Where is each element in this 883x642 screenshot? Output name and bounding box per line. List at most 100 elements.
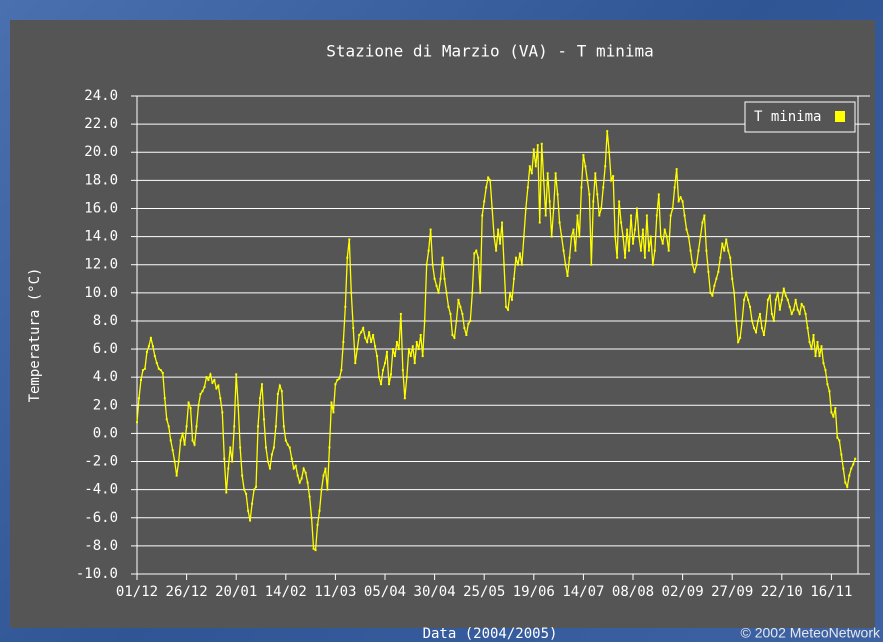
data-point [264, 446, 267, 449]
y-axis-label: Temperatura (°C) [27, 268, 43, 403]
data-point [780, 298, 783, 301]
data-point [233, 425, 236, 428]
y-tick-label: -10.0 [76, 566, 118, 582]
data-point [143, 367, 146, 370]
data-point [830, 411, 833, 414]
data-point [701, 221, 704, 224]
data-point [592, 200, 595, 203]
data-point [300, 477, 303, 480]
data-point [840, 453, 843, 456]
data-point [290, 457, 293, 460]
data-point [616, 256, 619, 259]
data-point [693, 270, 696, 273]
data-point [689, 249, 692, 252]
data-point [209, 373, 212, 376]
data-point [366, 341, 369, 344]
data-point [842, 467, 845, 470]
data-point [415, 341, 418, 344]
data-point [816, 341, 819, 344]
data-point [399, 312, 402, 315]
data-point [699, 235, 702, 238]
data-point [328, 446, 331, 449]
data-point [796, 308, 799, 311]
data-point [471, 291, 474, 294]
data-point [633, 228, 636, 231]
chart-title: Stazione di Marzio (VA) - T minima [326, 42, 654, 61]
data-point [260, 383, 263, 386]
data-point [298, 481, 301, 484]
y-tick-label: 16.0 [84, 200, 118, 216]
data-point [215, 387, 218, 390]
data-point [207, 378, 210, 381]
data-point [382, 369, 385, 372]
chart-panel [10, 20, 875, 628]
data-point [505, 305, 508, 308]
data-point [171, 449, 174, 452]
data-point [380, 383, 383, 386]
data-point [800, 303, 803, 306]
data-point [360, 331, 363, 334]
data-point [441, 256, 444, 259]
data-point [848, 474, 851, 477]
data-point [814, 355, 817, 358]
legend-swatch [835, 111, 845, 122]
data-point [270, 453, 273, 456]
data-point [598, 214, 601, 217]
data-point [243, 488, 246, 491]
data-point [376, 355, 379, 358]
data-point [798, 312, 801, 315]
x-tick-label: 19/06 [513, 584, 555, 600]
data-point [681, 200, 684, 203]
data-point [372, 334, 375, 336]
data-point [822, 362, 825, 365]
data-point [356, 348, 359, 351]
data-point [641, 228, 644, 231]
data-point [756, 319, 759, 322]
data-point [272, 446, 275, 449]
data-point [235, 373, 238, 376]
data-point [255, 485, 258, 488]
data-point [677, 200, 680, 203]
data-point [153, 355, 156, 358]
data-point [485, 186, 488, 189]
y-tick-label: 0.0 [93, 425, 118, 441]
y-tick-label: 22.0 [84, 116, 118, 132]
data-point [427, 249, 430, 252]
data-point [826, 383, 829, 386]
data-point [852, 463, 855, 466]
y-tick-label: 12.0 [84, 257, 118, 273]
y-tick-label: 18.0 [84, 172, 118, 188]
data-point [713, 284, 716, 287]
data-point [564, 263, 567, 266]
data-point [497, 228, 500, 231]
x-tick-label: 30/04 [414, 584, 456, 600]
data-point [384, 362, 386, 365]
data-point [568, 256, 571, 259]
data-point [534, 165, 537, 168]
data-point [370, 341, 373, 344]
data-point [499, 242, 502, 245]
x-tick-label: 14/02 [265, 584, 307, 600]
data-point [312, 547, 315, 550]
data-point [679, 196, 682, 199]
data-point [223, 457, 226, 460]
data-point [550, 235, 553, 238]
data-point [651, 263, 654, 266]
data-point [374, 345, 377, 348]
data-point [794, 298, 797, 301]
data-point [314, 549, 317, 552]
data-point [709, 291, 712, 294]
data-point [433, 277, 436, 280]
data-point [397, 348, 400, 351]
y-tick-label: -2.0 [84, 454, 118, 470]
data-point [528, 165, 531, 168]
data-point [610, 179, 613, 182]
y-tick-label: 10.0 [84, 285, 118, 301]
x-tick-label: 26/12 [166, 584, 208, 600]
data-point [473, 252, 476, 255]
data-point [697, 249, 700, 252]
data-point [241, 474, 244, 477]
data-point [245, 492, 248, 495]
data-point [189, 407, 192, 410]
data-point [526, 186, 529, 189]
